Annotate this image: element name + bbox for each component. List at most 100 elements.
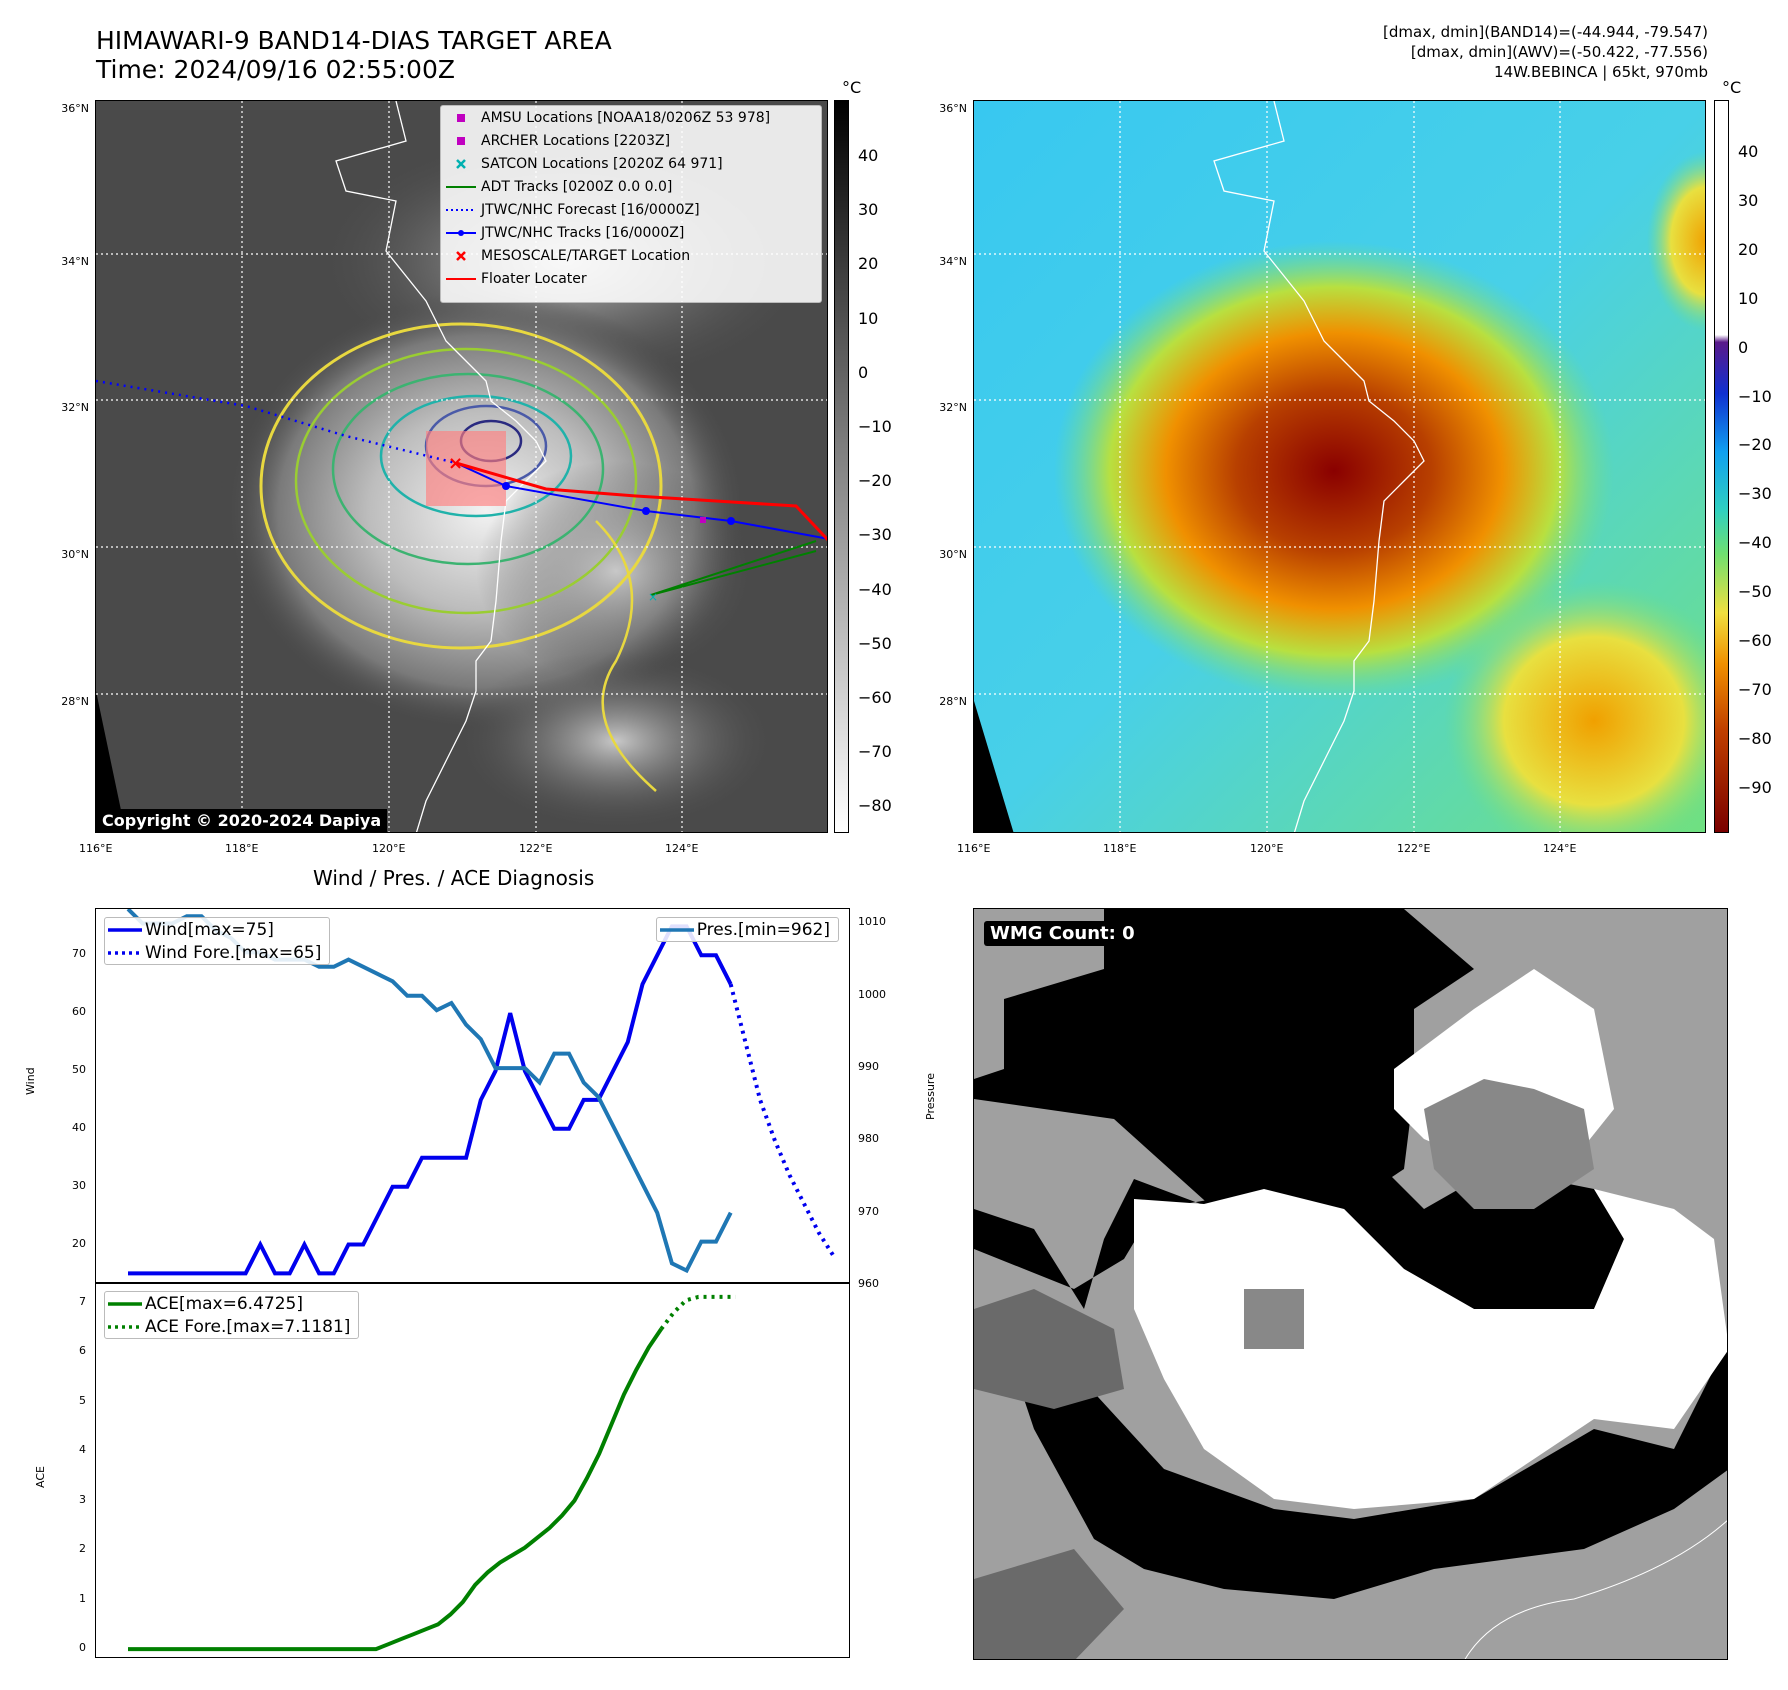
wv-gridlines: [974, 101, 1705, 832]
lon-label: 122°E: [1397, 842, 1431, 855]
ir-colorbar-tick: 0: [858, 362, 869, 382]
ir-colorbar-tick: −30: [858, 525, 892, 545]
lat-label: 36°N: [939, 102, 967, 115]
lat-label: 30°N: [61, 548, 89, 561]
pressure-tick: 1010: [858, 915, 886, 929]
lat-label: 30°N: [939, 548, 967, 561]
legend-label: ADT Tracks [0200Z 0.0 0.0]: [481, 178, 673, 195]
ace-tick: 6: [79, 1344, 86, 1358]
wv-colorbar-tick: −10: [1738, 386, 1772, 406]
ace-tick: 0: [79, 1641, 86, 1655]
wmg-gray-north: [1424, 1079, 1594, 1209]
lat-label: 32°N: [939, 401, 967, 414]
wind-tick: 30: [72, 1178, 86, 1192]
wmg-darkgray-sw: [974, 1549, 1124, 1659]
legend-symbol-icon: [441, 229, 481, 237]
wv-colorbar-tick: −50: [1738, 582, 1772, 602]
ace-chart: [128, 1294, 736, 1652]
ir-colorbar-tick: 40: [858, 146, 879, 165]
ace-tick: 5: [79, 1393, 86, 1407]
ace-tick: 3: [79, 1492, 86, 1506]
ir-colorbar-tick: −50: [858, 633, 892, 653]
ir-colorbar-tick: −80: [858, 796, 892, 816]
wv-colorbar-tick: −20: [1738, 435, 1772, 455]
ace-tick: 2: [79, 1542, 86, 1556]
wind-tick: 50: [72, 1062, 86, 1076]
lat-label: 34°N: [939, 255, 967, 268]
legend-wind: Wind[max=75]: [108, 919, 274, 940]
pressure-tick: 960: [858, 1277, 879, 1290]
lat-label: 32°N: [61, 401, 89, 414]
wmg-coastline: [1464, 1520, 1727, 1659]
wind-pressure-panel: Wind[max=75] Wind Fore.[max=65] Pres.[mi…: [95, 908, 850, 1284]
wmg-count: WMG Count: 0: [984, 921, 1141, 946]
lat-label: 36°N: [61, 102, 89, 115]
ir-map-panel: × × AMSU Locations [NOAA18/0206Z 53 978]…: [95, 100, 828, 833]
ir-colorbar-tick: −60: [858, 688, 892, 707]
ace-legend: ACE[max=6.4725] ACE Fore.[max=7.1181]: [104, 1291, 360, 1339]
legend-entry: ARCHER Locations [2203Z]: [441, 129, 821, 152]
ir-colorbar-tick: −70: [858, 742, 892, 762]
map-legend: AMSU Locations [NOAA18/0206Z 53 978] ARCH…: [440, 105, 822, 303]
legend-label: JTWC/NHC Forecast [16/0000Z]: [481, 201, 700, 218]
wv-colorbar-tick: 30: [1738, 190, 1759, 210]
ace-panel: ACE[max=6.4725] ACE Fore.[max=7.1181]: [95, 1282, 850, 1658]
wind-axis-label: Wind: [24, 1067, 37, 1095]
lat-label: 28°N: [61, 695, 89, 708]
contour-rainband: [595, 520, 657, 792]
legend-label: ARCHER Locations [2203Z]: [481, 132, 671, 149]
legend-entry: JTWC/NHC Tracks [16/0000Z]: [441, 221, 821, 244]
legend-symbol-icon: [441, 184, 481, 190]
legend-label: JTWC/NHC Tracks [16/0000Z]: [481, 224, 685, 241]
wv-colorbar-unit: °C: [1722, 78, 1742, 97]
jtwc-forecast-track: [96, 379, 457, 465]
pressure-tick: 970: [858, 1204, 879, 1218]
ace-tick: 7: [79, 1294, 86, 1308]
legend-ace: ACE[max=6.4725]: [108, 1293, 303, 1314]
wv-colorbar-tick: −80: [1738, 728, 1772, 748]
wv-colorbar-tick: 10: [1738, 288, 1759, 308]
ir-colorbar-tick: 20: [858, 254, 879, 274]
ace-tick: 4: [79, 1443, 86, 1457]
diagnosis-title: Wind / Pres. / ACE Diagnosis: [313, 866, 595, 890]
satcon-location: ×: [648, 590, 658, 604]
wv-colorbar-tick: 0: [1738, 337, 1749, 357]
contour-teal: [379, 394, 573, 518]
wv-colorbar-tick: −70: [1738, 679, 1772, 699]
wv-colorbar: [1714, 100, 1729, 833]
wmg-darkgray-west: [974, 1289, 1124, 1409]
ir-colorbar-tick: 10: [858, 308, 879, 328]
wind-legend: Wind[max=75] Wind Fore.[max=65]: [104, 917, 331, 965]
legend-label: Floater Locater: [481, 270, 587, 287]
series-line-1: [728, 983, 836, 1258]
wv-colorbar-tick: −40: [1738, 533, 1772, 553]
pressure-tick: 1000: [858, 987, 886, 1001]
adt-track: [650, 540, 817, 596]
pressure-legend: Pres.[min=962]: [655, 917, 839, 942]
wv-southeast: [1444, 581, 1705, 832]
lon-label: 116°E: [79, 842, 113, 855]
lon-label: 120°E: [1250, 842, 1284, 855]
legend-ace-forecast: ACE Fore.[max=7.1181]: [108, 1316, 351, 1337]
contour-green: [331, 372, 605, 566]
ace-series-line-0: [128, 1327, 663, 1652]
lon-label: 116°E: [957, 842, 991, 855]
info-band14: [dmax, dmin](BAND14)=(-44.944, -79.547): [1383, 23, 1708, 41]
legend-symbol-icon: [441, 207, 481, 213]
lon-label: 124°E: [1543, 842, 1577, 855]
legend-symbol-icon: [441, 136, 481, 146]
pressure-tick: 990: [858, 1060, 879, 1074]
wind-tick: 70: [72, 947, 86, 961]
legend-entry: Floater Locater: [441, 267, 821, 290]
jtwc-track-points: [502, 482, 735, 525]
lon-label: 118°E: [225, 842, 259, 855]
wind-tick: 40: [72, 1120, 86, 1134]
contour-lightgreen: [294, 347, 638, 615]
legend-wind-forecast: Wind Fore.[max=65]: [108, 942, 322, 963]
ir-colorbar-unit: °C: [842, 78, 862, 97]
wv-colorbar-tick: 40: [1738, 142, 1759, 161]
lat-label: 34°N: [61, 255, 89, 268]
legend-entry: MESOSCALE/TARGET Location: [441, 244, 821, 267]
legend-entry: SATCON Locations [2020Z 64 971]: [441, 152, 821, 175]
wmg-gray-core: [1244, 1289, 1304, 1349]
